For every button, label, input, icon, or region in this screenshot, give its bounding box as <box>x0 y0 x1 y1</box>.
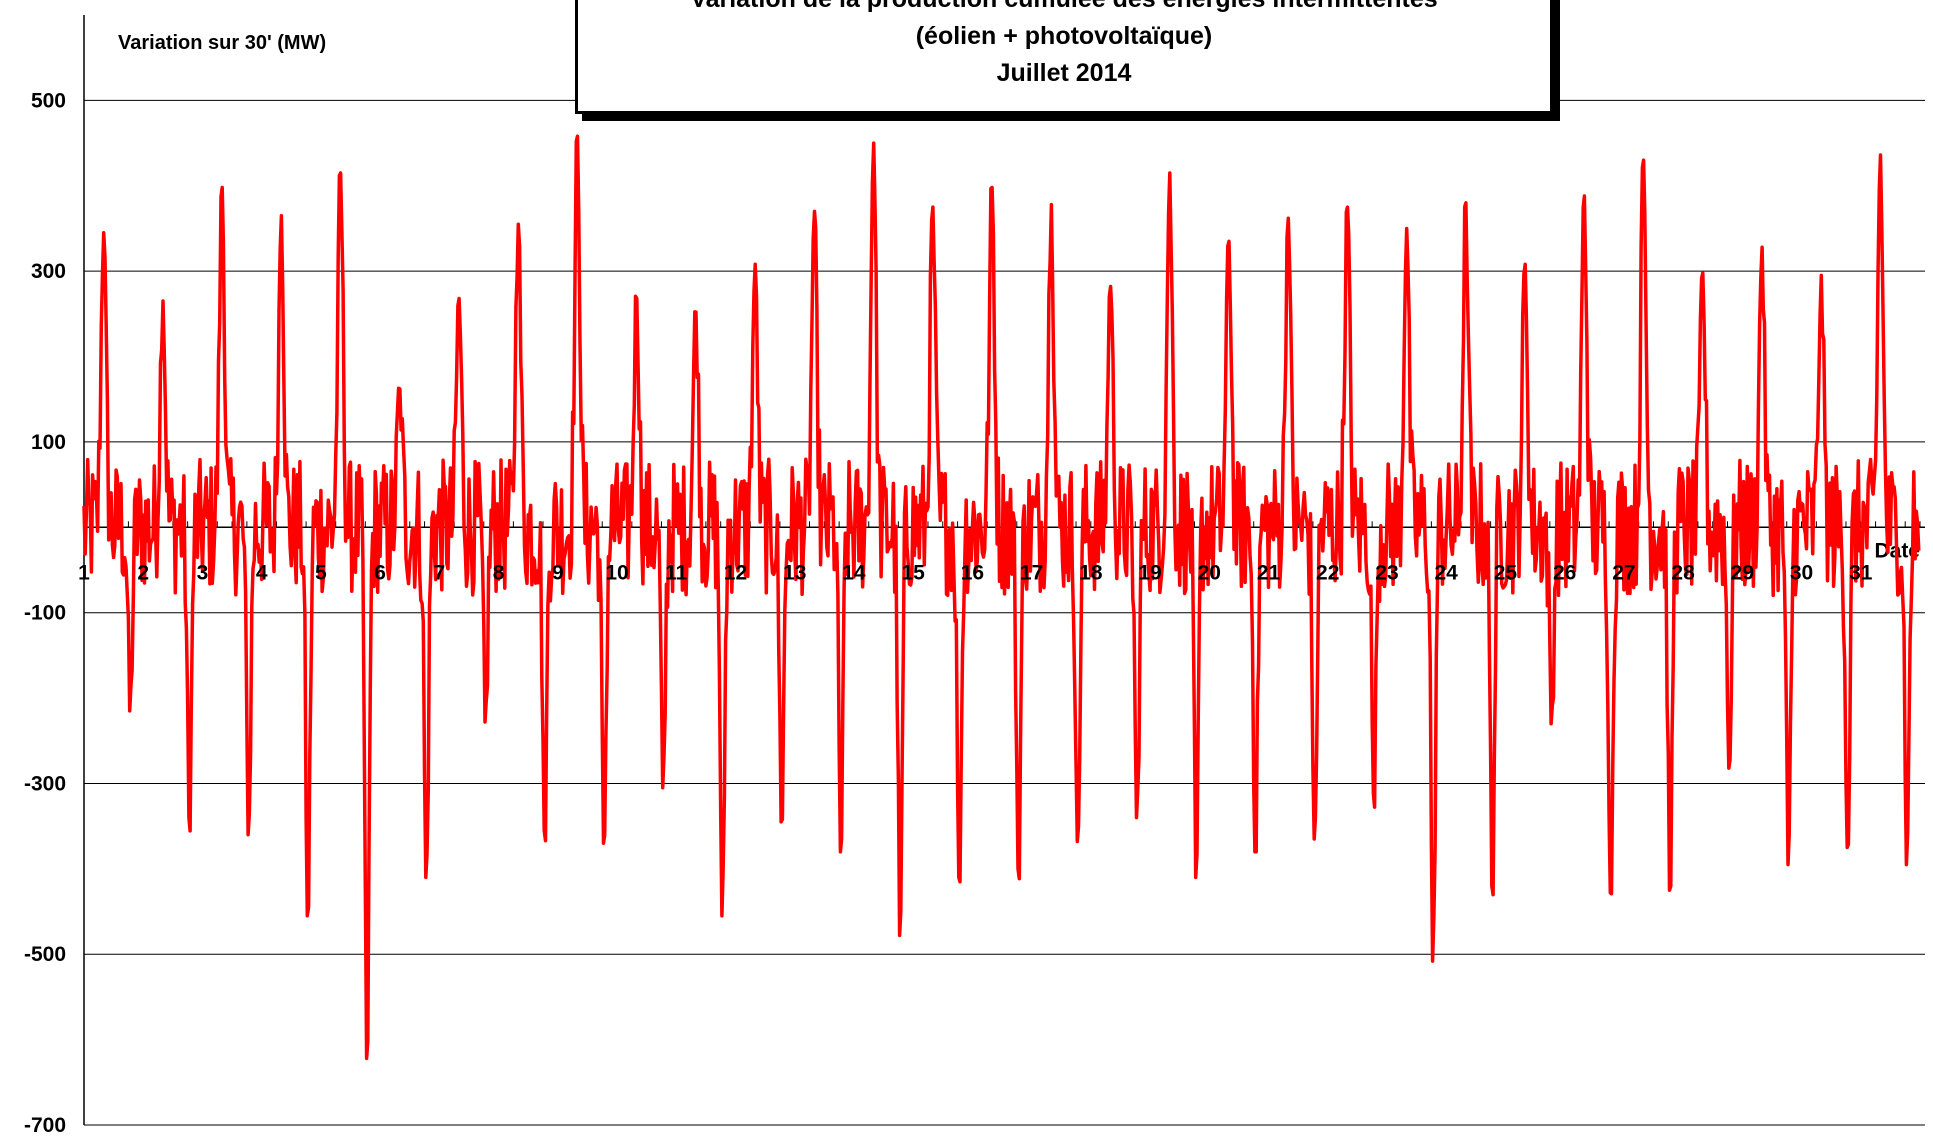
x-tick-label: 14 <box>842 561 866 584</box>
x-tick-label: 13 <box>783 561 806 584</box>
y-tick-label: 500 <box>31 89 66 112</box>
title-line-2: (éolien + photovoltaïque) <box>915 22 1213 50</box>
title-line-1: Variation de la production cumulée des é… <box>578 0 1550 18</box>
y-tick-label: -100 <box>24 602 66 625</box>
x-tick-label: 23 <box>1375 561 1398 584</box>
x-tick-label: 18 <box>1079 561 1103 584</box>
x-tick-label: 5 <box>315 561 327 584</box>
x-tick-label: 17 <box>1020 561 1043 584</box>
x-tick-label: 21 <box>1257 561 1281 584</box>
x-tick-label: 11 <box>665 561 688 584</box>
series-line <box>82 134 1921 1061</box>
y-axis-label: Variation sur 30' (MW) <box>118 32 326 54</box>
x-tick-label: 15 <box>901 561 925 584</box>
x-tick-label: 24 <box>1435 561 1459 584</box>
y-tick-label: -300 <box>24 772 66 795</box>
y-tick-label: 300 <box>31 260 66 283</box>
x-tick-label: 3 <box>197 561 209 584</box>
x-tick-label: 20 <box>1198 561 1221 584</box>
x-tick-label: 7 <box>434 561 446 584</box>
x-tick-label: 1 <box>78 561 90 584</box>
y-tick-label: -700 <box>24 1114 66 1137</box>
x-tick-label: 8 <box>493 561 505 584</box>
x-tick-label: 9 <box>552 561 564 584</box>
x-tick-label: 4 <box>256 561 268 584</box>
x-tick-label: 22 <box>1316 561 1339 584</box>
x-tick-label: 2 <box>137 561 149 584</box>
x-tick-label: 19 <box>1138 561 1161 584</box>
y-tick-label: 100 <box>31 431 66 454</box>
x-tick-label: 25 <box>1494 561 1518 584</box>
y-tick-label: -500 <box>24 943 66 966</box>
x-tick-label: 26 <box>1553 561 1576 584</box>
x-tick-label: 12 <box>724 561 747 584</box>
x-tick-label: 28 <box>1671 561 1695 584</box>
x-tick-label: 10 <box>605 561 628 584</box>
title-line-3: Juillet 2014 <box>996 59 1132 87</box>
x-tick-label: 27 <box>1612 561 1635 584</box>
x-tick-label: 30 <box>1790 561 1813 584</box>
x-tick-label: 29 <box>1731 561 1754 584</box>
x-tick-label: 6 <box>374 561 386 584</box>
chart-title: Variation de la production cumulée des é… <box>575 0 1553 114</box>
x-tick-label: 31 <box>1849 561 1873 584</box>
x-tick-label: 16 <box>961 561 984 584</box>
